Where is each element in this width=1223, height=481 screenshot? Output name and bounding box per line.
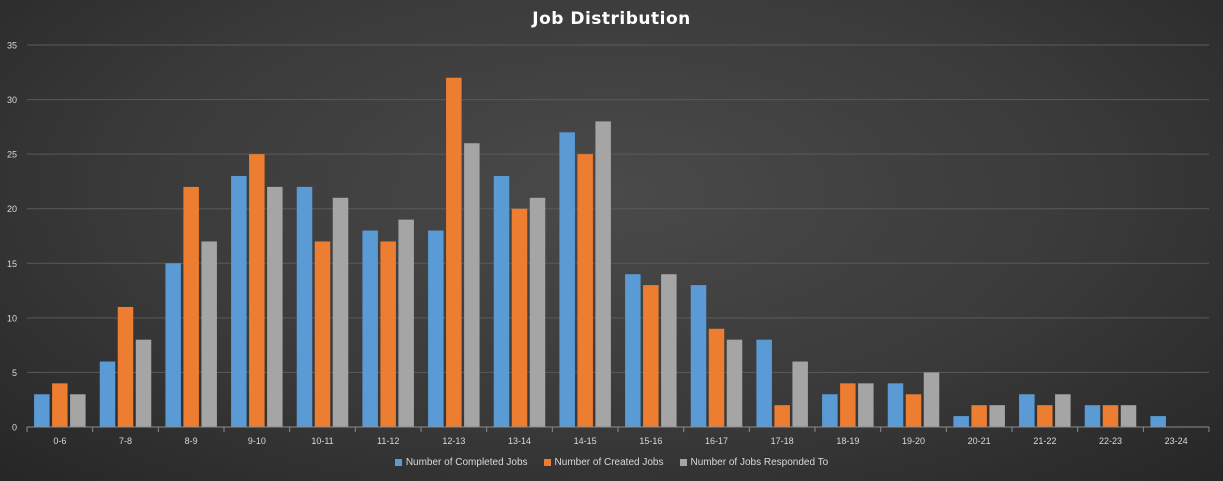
bar xyxy=(511,208,528,427)
bar xyxy=(201,241,217,427)
x-tick-label: 8-9 xyxy=(185,436,198,446)
x-tick-label: 7-8 xyxy=(119,436,132,446)
bar xyxy=(661,274,677,427)
bar xyxy=(595,121,611,428)
legend-swatch xyxy=(543,459,551,466)
bar xyxy=(1102,405,1119,427)
legend-swatch xyxy=(394,459,402,466)
bar xyxy=(296,186,313,427)
x-tick-label: 13-14 xyxy=(508,436,531,446)
bar xyxy=(1019,394,1035,427)
legend-item: Number of Completed Jobs xyxy=(394,457,528,468)
legend-label: Number of Jobs Responded To xyxy=(690,457,829,468)
bar xyxy=(135,339,152,427)
y-tick-label: 5 xyxy=(12,368,17,378)
x-tick-label: 19-20 xyxy=(902,436,925,446)
bar xyxy=(923,372,940,427)
bar xyxy=(905,394,922,427)
bar xyxy=(971,405,987,427)
bar xyxy=(70,394,86,427)
axes: 0 5 10 15 20 25 30 35 0-6 7-8 8-9 9-10 10-11 11-12 12-… xyxy=(7,41,1210,446)
bar xyxy=(52,383,68,427)
x-tick-label: 16-17 xyxy=(705,436,728,446)
y-tick-label: 20 xyxy=(7,204,17,214)
chart-title: Job Distribution xyxy=(532,9,691,29)
bar xyxy=(577,154,593,427)
x-tick-label: 17-18 xyxy=(771,436,794,446)
legend-label: Number of Completed Jobs xyxy=(405,457,528,468)
bar xyxy=(529,197,546,427)
x-tick-label: 22-23 xyxy=(1099,436,1122,446)
bar xyxy=(792,361,808,427)
x-tick-label: 9-10 xyxy=(248,436,266,446)
x-tick-label: 11-12 xyxy=(377,436,399,446)
bar xyxy=(822,394,838,427)
bar xyxy=(774,405,790,427)
bar xyxy=(231,175,247,427)
bars xyxy=(34,77,1166,428)
legend-item: Number of Created Jobs xyxy=(543,457,664,468)
y-tick-label: 30 xyxy=(7,95,17,105)
x-tick-label: 18-19 xyxy=(836,436,859,446)
bar xyxy=(1055,394,1071,427)
bar xyxy=(643,285,659,427)
bar xyxy=(756,339,772,427)
x-tick-label: 23-24 xyxy=(1165,436,1188,446)
bar xyxy=(99,361,116,427)
bar xyxy=(446,77,462,427)
bar xyxy=(887,383,904,427)
bar xyxy=(690,285,707,427)
bar xyxy=(1120,405,1137,427)
legend: Number of Completed Jobs Number of Create… xyxy=(0,457,1223,468)
bar xyxy=(117,306,134,427)
bar xyxy=(249,154,265,427)
bar xyxy=(380,241,396,427)
x-tick-label: 0-6 xyxy=(53,436,66,446)
bar xyxy=(840,383,856,427)
bar xyxy=(362,230,378,427)
bar xyxy=(1037,405,1053,427)
bar xyxy=(625,274,641,427)
x-tick-label: 10-11 xyxy=(311,436,333,446)
x-tick-label: 21-22 xyxy=(1033,436,1056,446)
bar xyxy=(989,405,1005,427)
y-tick-label: 35 xyxy=(7,41,17,51)
bar xyxy=(464,143,480,427)
x-tick-label: 12-13 xyxy=(442,436,465,446)
bar xyxy=(726,339,743,427)
bar xyxy=(428,230,444,427)
bar xyxy=(493,175,510,427)
x-tick-label: 15-16 xyxy=(639,436,662,446)
bar xyxy=(34,394,50,427)
bar xyxy=(1150,416,1166,427)
legend-swatch xyxy=(679,459,687,466)
y-tick-label: 10 xyxy=(7,313,17,323)
y-tick-label: 15 xyxy=(7,259,17,269)
bar xyxy=(314,241,331,427)
y-tick-label: 0 xyxy=(12,423,17,433)
bar xyxy=(708,328,725,427)
legend-label: Number of Created Jobs xyxy=(554,457,664,468)
bar xyxy=(559,132,575,428)
bar xyxy=(398,219,414,427)
bar xyxy=(165,263,181,427)
bar xyxy=(332,197,349,427)
x-tick-label: 20-21 xyxy=(968,436,991,446)
gridlines xyxy=(27,44,1209,373)
bar xyxy=(183,186,199,427)
legend-item: Number of Jobs Responded To xyxy=(679,457,829,468)
bar xyxy=(953,416,969,427)
bar xyxy=(1084,405,1101,427)
x-tick-label: 14-15 xyxy=(574,436,597,446)
y-tick-label: 25 xyxy=(7,150,17,160)
bar xyxy=(267,186,283,427)
bar xyxy=(858,383,874,427)
